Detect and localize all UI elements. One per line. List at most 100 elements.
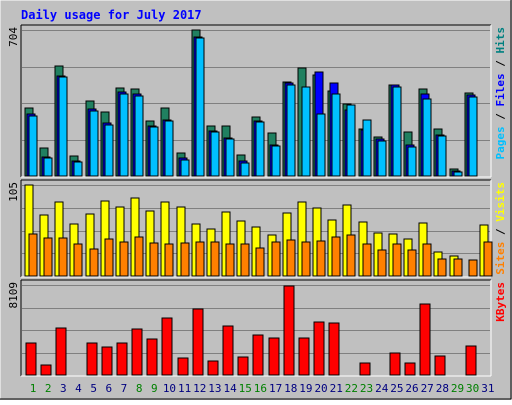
bar-hits-pages-day-19: [301, 86, 311, 177]
bar-hits-pages-day-30: [468, 96, 478, 177]
day-label-3: 3: [60, 382, 67, 395]
bar-sites-sites-day-31: [483, 241, 493, 277]
day-label-4: 4: [75, 382, 82, 395]
bar-hits-pages-day-17: [271, 145, 281, 177]
bar-sites-sites-day-27: [422, 243, 432, 277]
day-label-21: 21: [330, 382, 343, 395]
bar-hits-pages-day-1: [28, 115, 38, 177]
day-label-6: 6: [105, 382, 112, 395]
axis-label-kbytes: KBytes: [494, 282, 507, 322]
bar-hits-pages-day-26: [407, 146, 417, 177]
day-label-17: 17: [269, 382, 282, 395]
bar-hits-pages-day-6: [104, 124, 114, 177]
bar-sites-sites-day-30: [468, 259, 478, 277]
bar-sites-sites-day-26: [407, 249, 417, 277]
day-label-7: 7: [121, 382, 128, 395]
bar-kbytes-kbytes-day-17: [268, 337, 280, 376]
day-label-20: 20: [314, 382, 327, 395]
bar-hits-pages-day-25: [392, 86, 402, 177]
bar-kbytes-kbytes-day-2: [40, 364, 52, 376]
axis-label-kbytes-part-0: KBytes: [494, 282, 507, 322]
day-label-29: 29: [451, 382, 464, 395]
day-label-8: 8: [136, 382, 143, 395]
bar-sites-sites-day-18: [286, 239, 296, 277]
y-max-label-hits: 704: [7, 27, 20, 47]
axis-label-hits-part-0: Pages: [494, 126, 507, 159]
axis-label-hits-part-2: Files: [494, 73, 507, 106]
bar-sites-sites-day-3: [58, 237, 68, 277]
bar-hits-pages-day-16: [255, 121, 265, 177]
y-max-label-sites: 105: [7, 182, 20, 202]
bar-hits-pages-day-8: [134, 95, 144, 177]
bar-kbytes-kbytes-day-9: [146, 338, 158, 376]
bar-hits-pages-day-27: [422, 98, 432, 177]
bar-sites-sites-day-5: [89, 248, 99, 277]
bar-hits-pages-day-28: [437, 135, 447, 177]
day-label-19: 19: [299, 382, 312, 395]
day-label-5: 5: [90, 382, 97, 395]
bar-hits-pages-day-21: [331, 93, 341, 177]
bar-sites-sites-day-15: [240, 243, 250, 277]
bar-sites-sites-day-10: [164, 243, 174, 277]
bar-sites-sites-day-4: [73, 243, 83, 277]
bar-kbytes-kbytes-day-25: [389, 352, 401, 376]
bar-sites-sites-day-2: [43, 237, 53, 277]
bar-kbytes-kbytes-day-16: [252, 334, 264, 376]
bar-sites-sites-day-28: [437, 258, 447, 277]
day-label-14: 14: [223, 382, 237, 395]
axis-label-hits-part-3: /: [494, 54, 507, 74]
day-label-27: 27: [421, 382, 434, 395]
bar-hits-pages-day-29: [453, 171, 463, 177]
axis-label-hits-part-1: /: [494, 107, 507, 127]
day-label-9: 9: [151, 382, 158, 395]
bar-kbytes-kbytes-day-14: [222, 325, 234, 376]
bar-kbytes-kbytes-day-23: [359, 362, 371, 376]
day-label-15: 15: [239, 382, 252, 395]
bar-sites-sites-day-20: [316, 240, 326, 277]
axis-label-sites-part-1: /: [494, 222, 507, 242]
bar-sites-sites-day-22: [346, 234, 356, 277]
day-label-28: 28: [436, 382, 449, 395]
day-label-22: 22: [345, 382, 358, 395]
day-label-31: 31: [481, 382, 494, 395]
day-label-2: 2: [45, 382, 52, 395]
y-max-label-kbytes: 8109: [7, 282, 20, 309]
bar-hits-pages-day-18: [286, 84, 296, 177]
bar-kbytes-kbytes-day-12: [192, 308, 204, 376]
bar-kbytes-kbytes-day-19: [298, 337, 310, 376]
bar-hits-pages-day-12: [195, 37, 205, 177]
bar-kbytes-kbytes-day-7: [116, 342, 128, 376]
bar-hits-pages-day-13: [210, 131, 220, 177]
day-label-12: 12: [193, 382, 206, 395]
bar-kbytes-kbytes-day-1: [25, 342, 37, 376]
bar-kbytes-kbytes-day-27: [419, 303, 431, 376]
bar-kbytes-kbytes-day-28: [434, 355, 446, 376]
bar-sites-sites-day-14: [225, 243, 235, 277]
bar-kbytes-kbytes-day-15: [237, 356, 249, 376]
bar-sites-sites-day-23: [362, 243, 372, 277]
bar-kbytes-kbytes-day-26: [404, 362, 416, 376]
bar-sites-sites-day-12: [195, 241, 205, 277]
bar-hits-pages-day-10: [164, 120, 174, 177]
bar-hits-pages-day-20: [316, 113, 326, 177]
bar-sites-sites-day-19: [301, 241, 311, 277]
bar-hits-pages-day-22: [346, 104, 356, 177]
bar-sites-sites-day-24: [377, 249, 387, 277]
day-label-24: 24: [375, 382, 389, 395]
chart-title: Daily usage for July 2017: [21, 8, 202, 22]
bar-kbytes-kbytes-day-10: [161, 317, 173, 376]
bar-sites-sites-day-7: [119, 241, 129, 277]
bar-kbytes-kbytes-day-30: [465, 345, 477, 376]
bar-kbytes-kbytes-day-6: [101, 346, 113, 376]
bar-kbytes-kbytes-day-21: [328, 322, 340, 376]
bar-kbytes-kbytes-day-18: [283, 285, 295, 376]
bar-sites-sites-day-17: [271, 241, 281, 277]
bar-hits-pages-day-2: [43, 157, 53, 177]
day-label-30: 30: [466, 382, 479, 395]
bar-sites-sites-day-1: [28, 233, 38, 277]
bar-hits-pages-day-11: [180, 159, 190, 177]
bar-sites-sites-day-29: [453, 258, 463, 277]
axis-label-sites: Sites / Visits: [494, 182, 507, 275]
